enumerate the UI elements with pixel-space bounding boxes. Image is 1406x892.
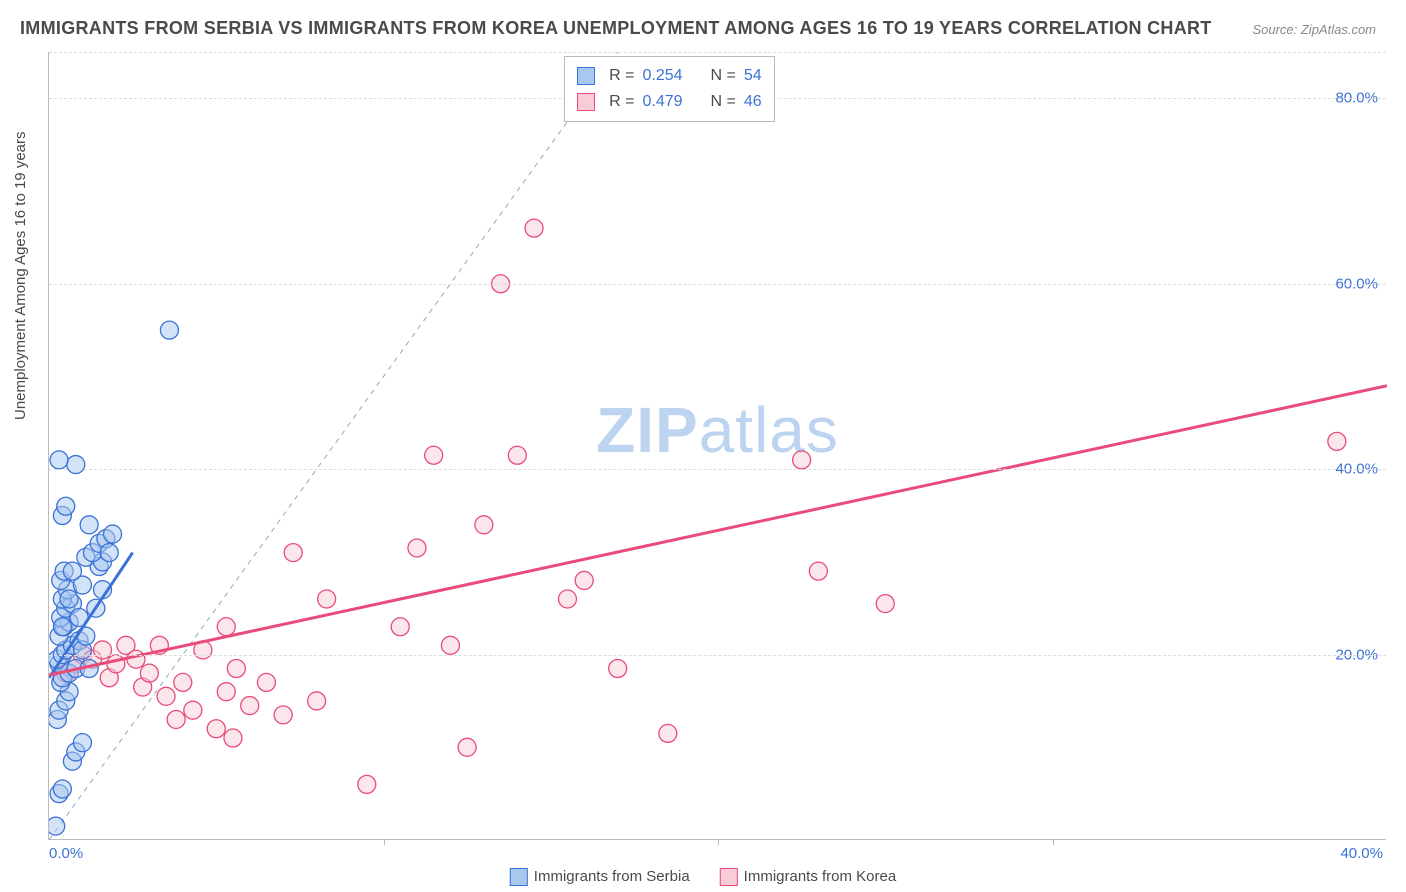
stats-legend-box: R =0.254N =54R =0.479N =46 — [564, 56, 775, 122]
gridline — [49, 655, 1386, 656]
x-tick-mark — [1053, 839, 1054, 845]
gridline — [49, 284, 1386, 285]
y-axis-label: Unemployment Among Ages 16 to 19 years — [12, 131, 29, 420]
x-tick-mark — [384, 839, 385, 845]
x-tick-label: 0.0% — [49, 845, 83, 862]
plot-area: ZIPatlas 20.0%40.0%60.0%80.0% 0.0%40.0% … — [48, 52, 1386, 840]
x-tick-label: 40.0% — [1340, 845, 1383, 862]
chart-title: IMMIGRANTS FROM SERBIA VS IMMIGRANTS FRO… — [20, 18, 1212, 39]
stats-row: R =0.479N =46 — [577, 89, 762, 115]
source-label: Source: ZipAtlas.com — [1252, 22, 1376, 37]
legend-item: Immigrants from Serbia — [510, 868, 690, 886]
stats-row: R =0.254N =54 — [577, 63, 762, 89]
gridline — [49, 469, 1386, 470]
x-tick-mark — [718, 839, 719, 845]
bottom-legend: Immigrants from Serbia Immigrants from Ko… — [510, 868, 896, 886]
legend-item: Immigrants from Korea — [720, 868, 897, 886]
scatter-svg — [49, 52, 1387, 840]
